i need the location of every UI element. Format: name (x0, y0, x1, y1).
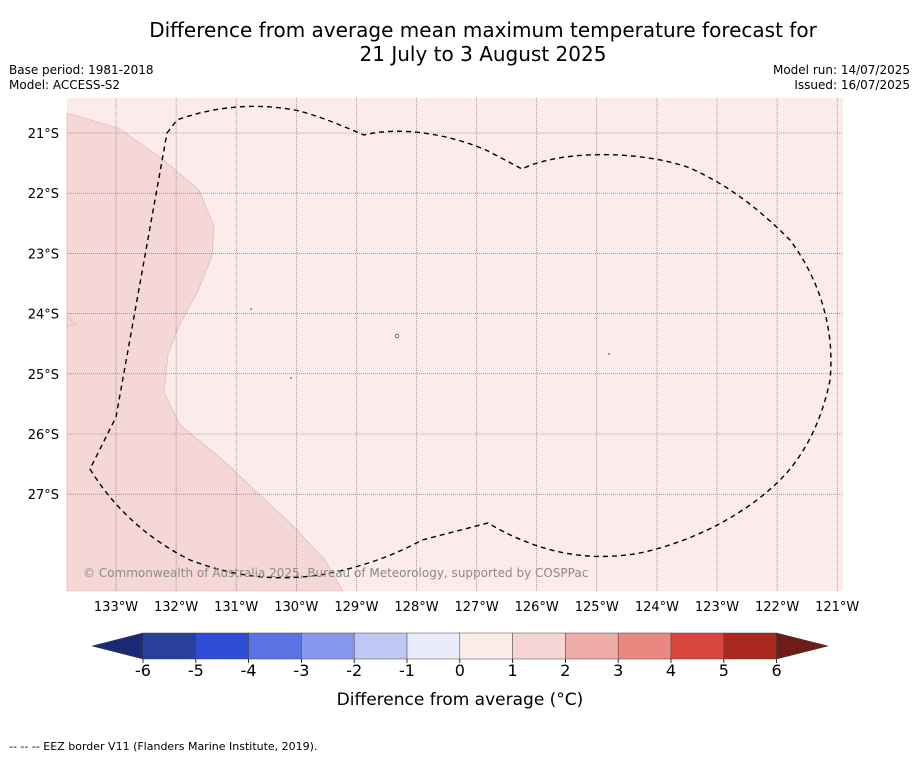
colorbar-tick-label: 5 (719, 661, 729, 680)
longitude-label: 131°W (214, 600, 258, 615)
colorbar-label: Difference from average (°C) (337, 690, 584, 710)
colorbar-segment (459, 632, 513, 660)
latitude-labels: 21°S 22°S 23°S 24°S 25°S 26°S 27°S (28, 127, 59, 503)
colorbar-tick-label: -6 (135, 661, 151, 680)
warm-band-region (66, 112, 344, 592)
colorbar-segment (617, 632, 672, 660)
longitude-label: 129°W (334, 600, 378, 615)
model-text: Model: ACCESS-S2 (9, 78, 121, 92)
longitude-label: 123°W (695, 600, 739, 615)
small-warm-patch (66, 316, 77, 328)
colorbar-tick-label: -5 (188, 661, 204, 680)
longitude-label: 122°W (755, 600, 799, 615)
forecast-map: © Commonwealth of Australia 2025, Bureau… (28, 98, 860, 710)
island-marker (290, 377, 292, 379)
colorbar-segment (248, 632, 302, 660)
colorbar-tick-label: -3 (293, 661, 309, 680)
colorbar-segment (301, 632, 355, 660)
title-line-2: 21 July to 3 August 2025 (359, 42, 607, 66)
longitude-label: 125°W (575, 600, 619, 615)
colorbar-segment (723, 632, 777, 660)
latitude-label: 26°S (28, 428, 59, 443)
colorbar: -6 -5 -4 -3 -2 -1 0 1 2 3 4 5 6 (91, 632, 829, 680)
island-marker (394, 333, 400, 339)
colorbar-tick-label: -2 (346, 661, 362, 680)
graticule (67, 98, 843, 591)
longitude-label: 126°W (515, 600, 559, 615)
longitude-labels: 133°W 132°W 131°W 130°W 129°W 128°W 127°W 126°W… (94, 600, 860, 615)
latitude-label: 25°S (28, 368, 59, 383)
longitude-label: 132°W (154, 600, 198, 615)
latitude-label: 24°S (28, 308, 59, 323)
colorbar-tick-label: -4 (241, 661, 257, 680)
colorbar-low-extend (91, 632, 144, 660)
latitude-label: 27°S (28, 488, 59, 503)
latitude-label: 23°S (28, 247, 59, 262)
longitude-label: 130°W (274, 600, 318, 615)
longitude-label: 128°W (394, 600, 438, 615)
colorbar-tick-label: 4 (666, 661, 676, 680)
meta-right: Model run: 14/07/2025 Issued: 16/07/2025 (773, 63, 910, 93)
colorbar-segment (406, 632, 461, 660)
colorbar-tick-label: 6 (772, 661, 782, 680)
longitude-label: 133°W (94, 600, 138, 615)
issued-text: Issued: 16/07/2025 (794, 78, 910, 92)
colorbar-high-extend (776, 632, 829, 660)
colorbar-tick-label: 0 (455, 661, 465, 680)
eez-border (89, 105, 832, 579)
colorbar-segment (142, 632, 197, 660)
title-line-1: Difference from average mean maximum tem… (149, 18, 817, 42)
longitude-label: 127°W (455, 600, 499, 615)
base-period-text: Base period: 1981-2018 (9, 63, 154, 77)
colorbar-segment (195, 632, 249, 660)
colorbar-segment (353, 632, 408, 660)
meta-left: Base period: 1981-2018 Model: ACCESS-S2 (9, 63, 154, 93)
colorbar-segment (565, 632, 619, 660)
colorbar-tick-label: 2 (560, 661, 570, 680)
longitude-label: 121°W (815, 600, 859, 615)
model-run-text: Model run: 14/07/2025 (772, 63, 910, 77)
colorbar-segment (670, 632, 725, 660)
colorbar-tick-label: 3 (613, 661, 623, 680)
longitude-label: 124°W (635, 600, 679, 615)
colorbar-segment (512, 632, 566, 660)
latitude-label: 21°S (28, 127, 59, 142)
colorbar-tick-label: 1 (508, 661, 518, 680)
latitude-label: 22°S (28, 187, 59, 202)
map-title: Difference from average mean maximum tem… (0, 18, 919, 66)
eez-legend-text: -- -- -- EEZ border V11 (Flanders Marine… (9, 740, 318, 753)
island-marker (250, 308, 252, 310)
colorbar-tick-label: -1 (399, 661, 415, 680)
island-marker (608, 353, 610, 355)
copyright-text: © Commonwealth of Australia 2025, Bureau… (83, 566, 588, 580)
